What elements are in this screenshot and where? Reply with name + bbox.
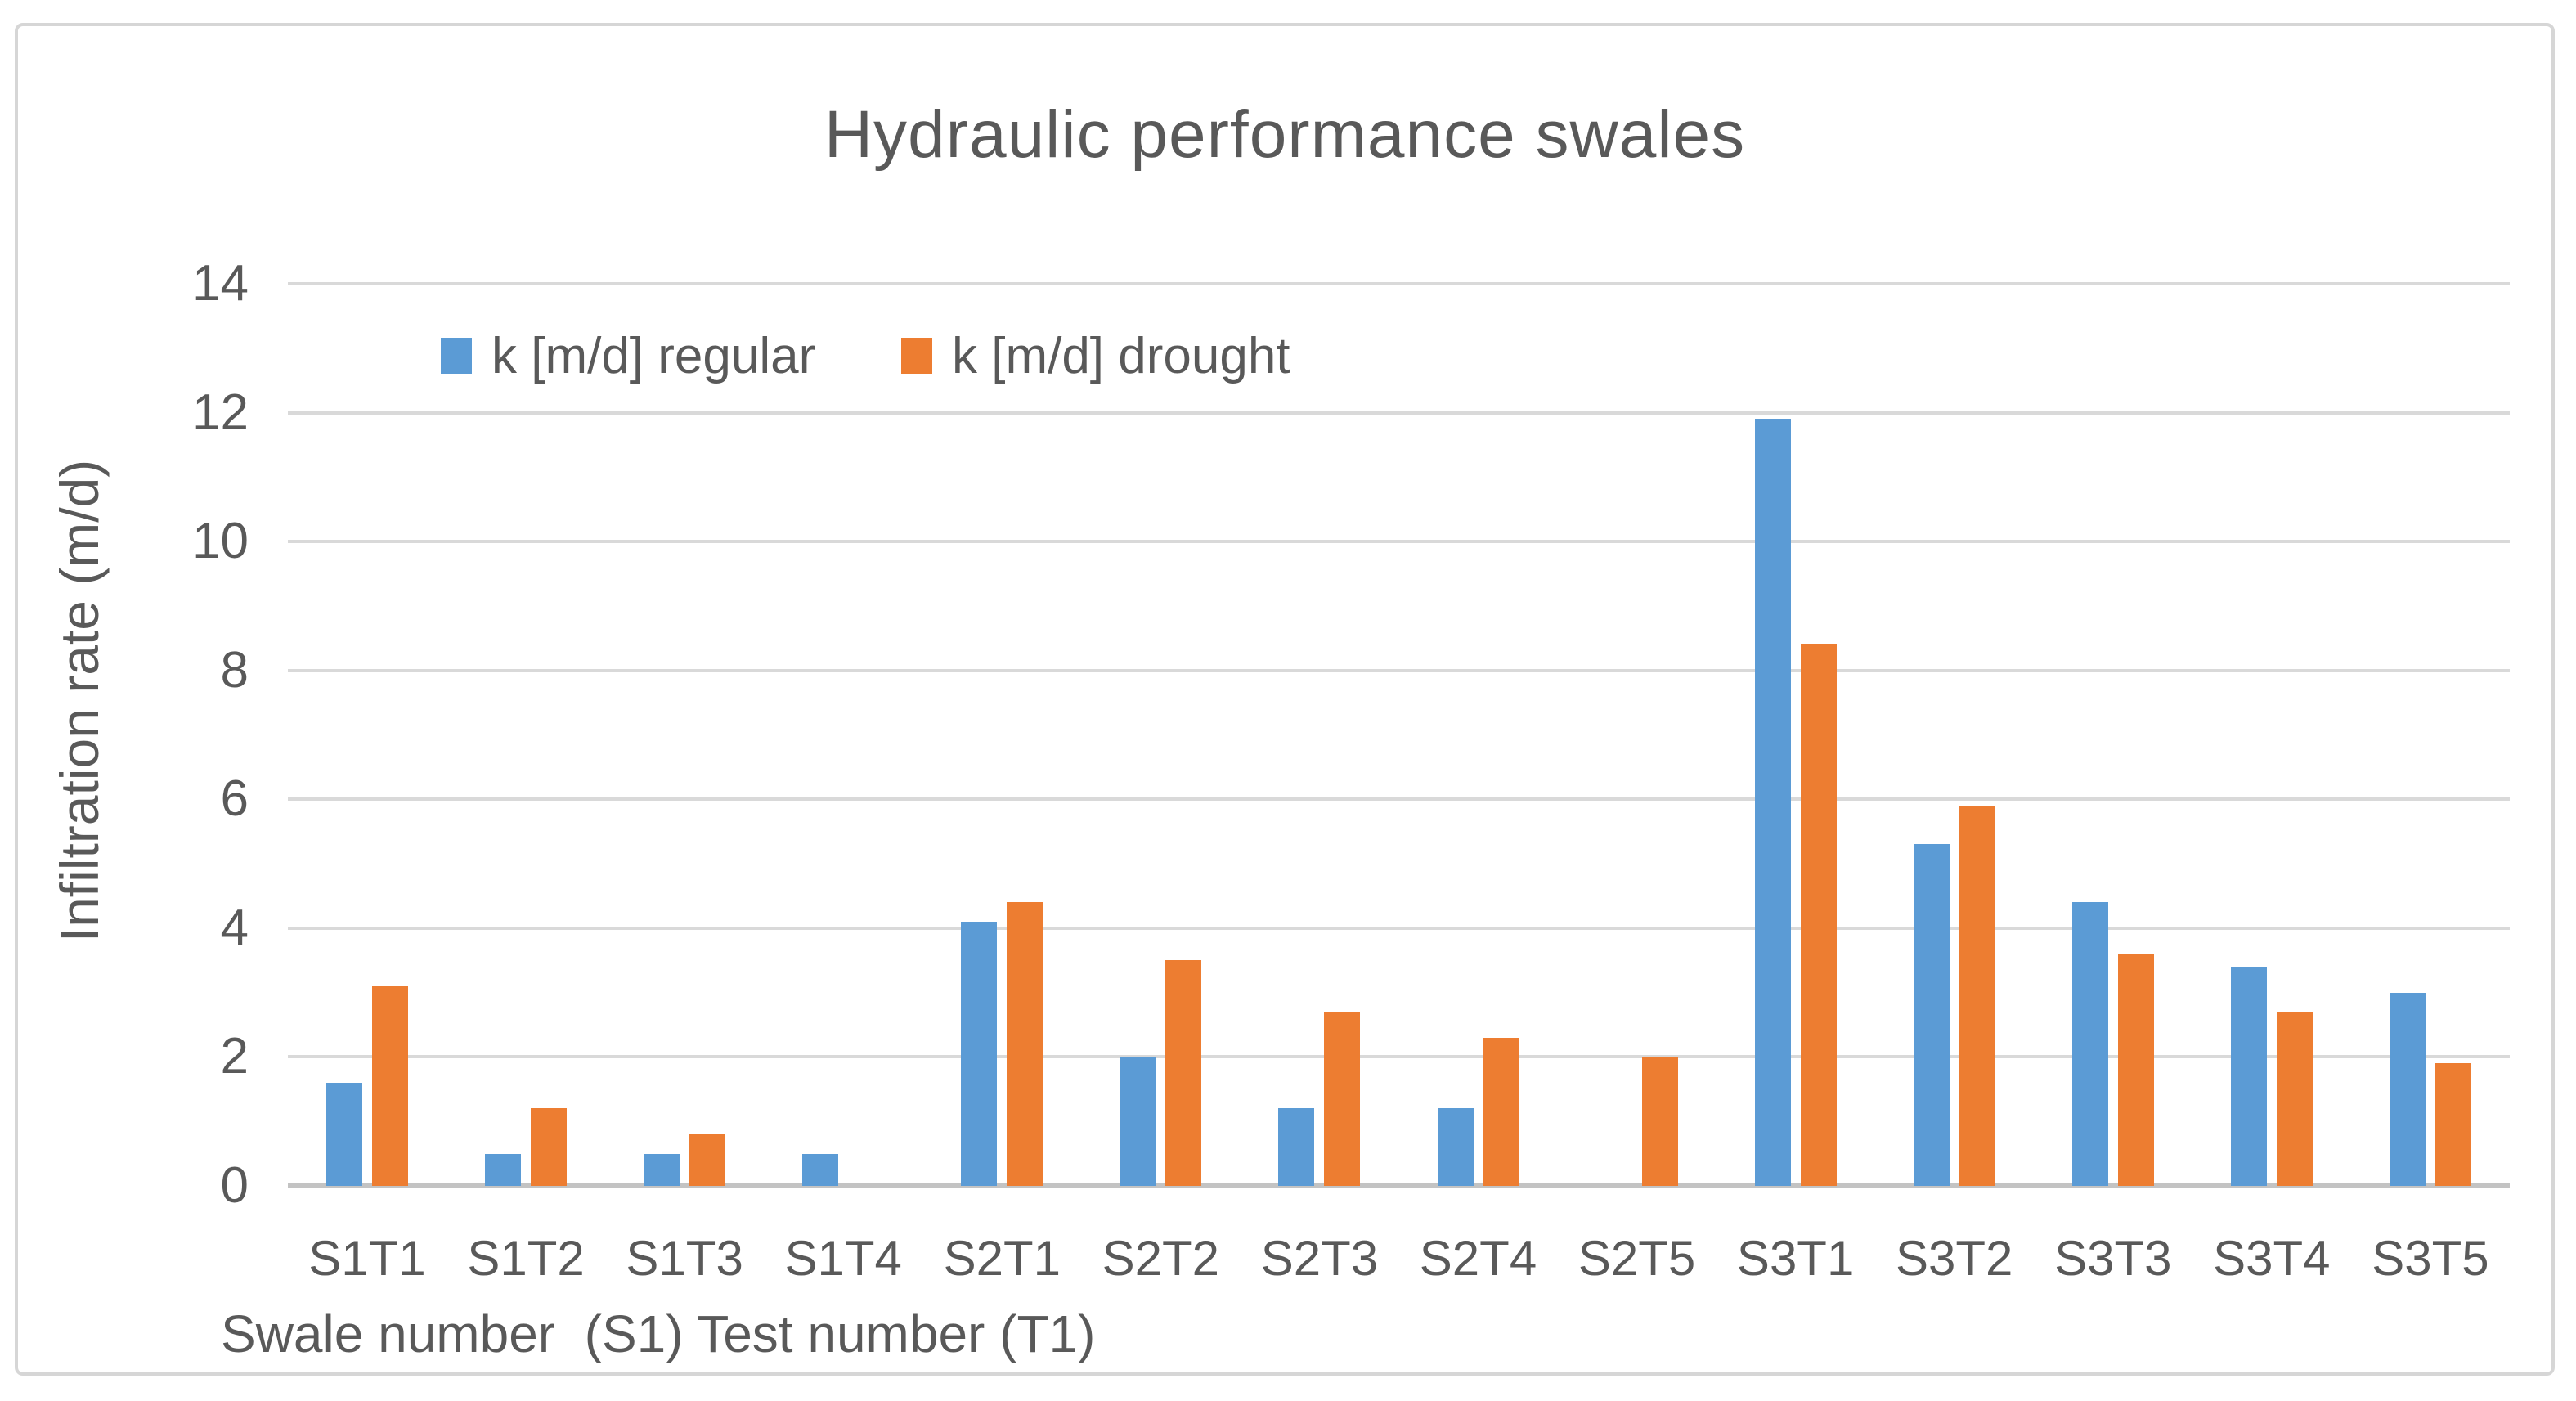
x-axis-line [288, 1183, 2510, 1188]
legend: k [m/d] regular k [m/d] drought [18, 327, 2551, 384]
bar-S3T1-regular [1754, 419, 1791, 1186]
bar-S3T2-drought [1959, 806, 1995, 1186]
bar-S3T3-drought [2117, 954, 2154, 1186]
legend-item-drought: k [m/d] drought [901, 327, 1290, 384]
x-category-label-S3T5: S3T5 [2372, 1231, 2489, 1286]
gridline-y-14 [288, 282, 2510, 285]
x-category-label-S2T2: S2T2 [1102, 1231, 1220, 1286]
legend-marker-drought-icon [901, 338, 932, 374]
y-tick-label-0: 0 [220, 1157, 249, 1214]
bar-S1T3-regular [644, 1153, 680, 1186]
x-category-label-S2T1: S2T1 [943, 1231, 1061, 1286]
x-category-label-S1T4: S1T4 [784, 1231, 902, 1286]
bar-S2T5-drought [1641, 1057, 1678, 1186]
y-tick-label-14: 14 [192, 255, 249, 312]
y-tick-label-6: 6 [220, 770, 249, 828]
y-tick-label-8: 8 [220, 641, 249, 698]
y-axis-title: Infiltration rate (m/d) [49, 459, 110, 943]
bar-S1T4-regular [802, 1153, 839, 1186]
bar-S1T1-drought [372, 986, 409, 1186]
y-tick-label-10: 10 [192, 513, 249, 570]
bar-S3T3-regular [2071, 902, 2108, 1186]
bar-S3T4-regular [2230, 967, 2267, 1186]
gridline-y-4 [288, 926, 2510, 930]
bar-S3T2-regular [1913, 844, 1950, 1186]
x-category-label-S3T4: S3T4 [2213, 1231, 2331, 1286]
gridline-y-12 [288, 411, 2510, 415]
bar-S2T1-drought [1007, 902, 1043, 1186]
y-tick-label-2: 2 [220, 1028, 249, 1085]
bar-S3T5-drought [2435, 1063, 2471, 1186]
gridline-y-10 [288, 540, 2510, 544]
bar-S2T2-regular [1120, 1057, 1156, 1186]
bar-S3T5-regular [2389, 992, 2426, 1186]
x-category-label-S1T2: S1T2 [467, 1231, 585, 1286]
bar-S1T3-drought [689, 1134, 726, 1186]
bar-S2T3-drought [1324, 1012, 1361, 1186]
plot-area: 0 2 4 6 8 10 12 14 S1T1 S1T2 S1T3 S1T4 S2T1 S2T2 S2T3 S… [192, 258, 2510, 1286]
x-category-label-S1T1: S1T1 [308, 1231, 426, 1286]
legend-label-drought: k [m/d] drought [952, 327, 1290, 384]
bar-S2T4-drought [1483, 1037, 1519, 1186]
x-category-label-S3T2: S3T2 [1895, 1231, 2013, 1286]
y-tick-label-12: 12 [192, 384, 249, 441]
bar-S3T4-drought [2276, 1012, 2313, 1186]
bar-S3T1-drought [1800, 644, 1837, 1186]
x-category-label-S1T3: S1T3 [626, 1231, 743, 1286]
bar-S2T2-drought [1165, 960, 1202, 1186]
legend-label-regular: k [m/d] regular [491, 327, 816, 384]
x-category-label-S2T3: S2T3 [1260, 1231, 1379, 1286]
bar-S2T4-regular [1437, 1108, 1474, 1186]
x-category-label-S2T4: S2T4 [1419, 1231, 1537, 1286]
bar-S2T1-regular [961, 921, 998, 1186]
bar-S1T1-regular [326, 1082, 363, 1186]
x-category-label-S3T3: S3T3 [2054, 1231, 2172, 1286]
x-category-label-S2T5: S2T5 [1577, 1231, 1696, 1286]
x-category-label-S3T1: S3T1 [1736, 1231, 1855, 1286]
x-axis-title: Swale number (S1) Test number (T1) [221, 1304, 1096, 1363]
gridline-y-8 [288, 668, 2510, 672]
legend-item-regular: k [m/d] regular [441, 327, 815, 384]
chart-frame: Hydraulic performance swales k [m/d] reg… [15, 23, 2555, 1376]
bar-S2T3-regular [1278, 1108, 1315, 1186]
chart-title: Hydraulic performance swales [824, 97, 1746, 172]
bar-S1T2-regular [485, 1153, 522, 1186]
bar-S1T2-drought [531, 1108, 568, 1186]
legend-marker-regular-icon [441, 338, 472, 374]
gridline-y-6 [288, 797, 2510, 802]
gridline-y-2 [288, 1055, 2510, 1059]
y-tick-label-4: 4 [220, 899, 249, 956]
